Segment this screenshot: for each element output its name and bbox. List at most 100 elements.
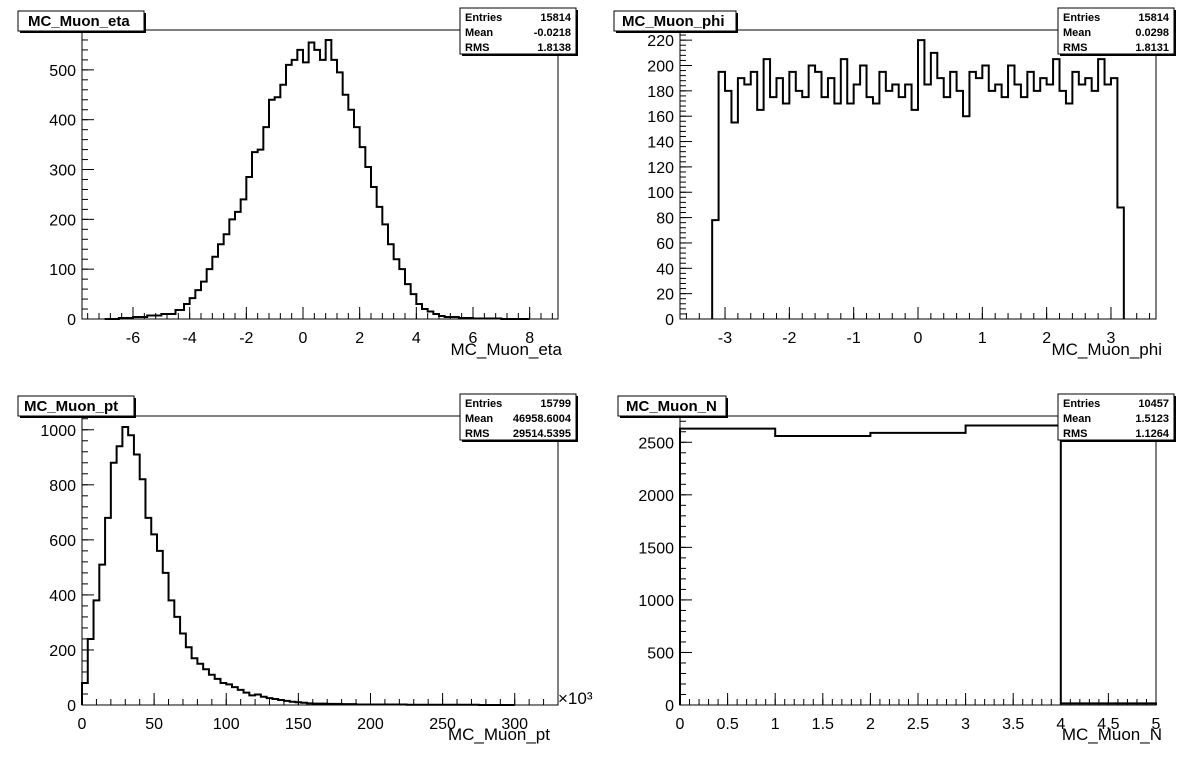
y-tick-label: 80 bbox=[656, 211, 674, 228]
y-tick-label: 0 bbox=[67, 698, 76, 715]
x-tick-label: 1 bbox=[978, 330, 987, 347]
x-tick-label: 0 bbox=[914, 330, 923, 347]
x-tick-label: 4 bbox=[412, 330, 421, 347]
y-axis-ticks: 0 20 40 60 80 100 120 140 160 180 200 220 bbox=[647, 29, 692, 329]
x-tick-label: 5 bbox=[1152, 716, 1161, 733]
title-box: MC_Muon_pt bbox=[17, 395, 136, 418]
x-tick-label: 4 bbox=[1056, 716, 1065, 733]
stats-label: RMS bbox=[1063, 42, 1087, 54]
title-box: MC_Muon_eta bbox=[17, 10, 146, 33]
stats-label: RMS bbox=[1063, 428, 1087, 440]
chart-title: MC_Muon_phi bbox=[622, 13, 725, 30]
histogram-line bbox=[104, 38, 530, 320]
x-axis-ticks: -6 -4 -2 0 2 4 6 8 bbox=[87, 307, 553, 347]
x-axis-title: MC_Muon_eta bbox=[450, 340, 562, 359]
stats-label: RMS bbox=[465, 428, 489, 440]
y-tick-label: 200 bbox=[49, 212, 76, 229]
stats-value: 1.8131 bbox=[1135, 42, 1169, 54]
x-tick-label: -2 bbox=[239, 330, 253, 347]
x-tick-label: 300 bbox=[501, 716, 528, 733]
x-tick-label: 3 bbox=[1107, 330, 1116, 347]
x-tick-label: 100 bbox=[213, 716, 240, 733]
x-tick-label: -3 bbox=[718, 330, 732, 347]
x-tick-label: 1 bbox=[771, 716, 780, 733]
y-tick-label: 180 bbox=[647, 84, 674, 101]
y-tick-label: 100 bbox=[647, 185, 674, 202]
stats-box: Entries 10457 Mean 1.5123 RMS 1.1264 bbox=[1057, 393, 1176, 442]
y-tick-label: 300 bbox=[49, 163, 76, 180]
x-tick-label: 4.5 bbox=[1097, 716, 1119, 733]
x-tick-label: 8 bbox=[525, 330, 534, 347]
x-axis-ticks: 0 50 100 150 200 250 300 bbox=[78, 693, 559, 733]
x-axis-title: MC_Muon_N bbox=[1062, 725, 1162, 744]
x-tick-label: 2 bbox=[1042, 330, 1051, 347]
pad-mc-muon-eta: 0 100 200 300 400 500 -6 -4 -2 0 2 4 6 8 MC_Muon_eta… bbox=[17, 7, 578, 359]
chart-title: MC_Muon_eta bbox=[28, 13, 130, 30]
y-tick-label: 2000 bbox=[638, 488, 674, 505]
x-tick-label: 0 bbox=[299, 330, 308, 347]
y-tick-label: 60 bbox=[656, 236, 674, 253]
y-tick-label: 160 bbox=[647, 109, 674, 126]
y-tick-label: 100 bbox=[49, 262, 76, 279]
y-tick-label: 1500 bbox=[638, 540, 674, 557]
histogram-line bbox=[711, 39, 1125, 319]
stats-value: 29514.5395 bbox=[513, 428, 571, 440]
y-tick-label: 500 bbox=[647, 645, 674, 662]
x-tick-label: 250 bbox=[429, 716, 456, 733]
stats-box: Entries 15799 Mean 46958.6004 RMS 29514.5395 bbox=[459, 393, 578, 442]
chart-title: MC_Muon_pt bbox=[24, 398, 118, 415]
y-tick-label: 800 bbox=[49, 478, 76, 495]
histogram-line bbox=[81, 426, 515, 706]
pad-mc-muon-pt: 0 200 400 600 800 1000 0 50 100 150 200 250 300 MC_… bbox=[17, 393, 593, 744]
y-tick-label: 1000 bbox=[40, 423, 76, 440]
x-tick-label: 1.5 bbox=[812, 716, 834, 733]
plot-frame bbox=[81, 29, 559, 320]
stats-value: 10457 bbox=[1138, 398, 1169, 410]
x-tick-label: 0 bbox=[78, 716, 87, 733]
y-tick-label: 0 bbox=[665, 698, 674, 715]
x-axis-title: MC_Muon_phi bbox=[1051, 340, 1162, 359]
histogram-line bbox=[679, 424, 1157, 705]
stats-box: Entries 15814 Mean 0.0298 RMS 1.8131 bbox=[1057, 7, 1176, 56]
stats-value: 1.1264 bbox=[1135, 428, 1170, 440]
y-tick-label: 0 bbox=[665, 312, 674, 329]
plot-frame bbox=[81, 415, 559, 706]
x-tick-label: 3.5 bbox=[1002, 716, 1024, 733]
stats-label: Entries bbox=[1063, 12, 1100, 24]
y-tick-label: 1000 bbox=[638, 593, 674, 610]
y-axis-ticks: 0 500 1000 1500 2000 2500 bbox=[638, 420, 692, 715]
x-tick-label: -4 bbox=[183, 330, 197, 347]
x-tick-label: 150 bbox=[285, 716, 312, 733]
stats-value: 1.8138 bbox=[537, 42, 571, 54]
y-tick-label: 600 bbox=[49, 533, 76, 550]
title-box: MC_Muon_phi bbox=[613, 10, 738, 33]
y-tick-label: 0 bbox=[67, 312, 76, 329]
stats-label: Entries bbox=[465, 398, 502, 410]
x-tick-label: 2.5 bbox=[907, 716, 929, 733]
x-tick-label: 0 bbox=[676, 716, 685, 733]
stats-box: Entries 15814 Mean -0.0218 RMS 1.8138 bbox=[459, 7, 578, 56]
stats-label: Mean bbox=[465, 27, 493, 39]
y-tick-label: 500 bbox=[49, 63, 76, 80]
stats-value: 15814 bbox=[540, 12, 571, 24]
x-tick-label: 3 bbox=[961, 716, 970, 733]
x-tick-label: 0.5 bbox=[716, 716, 738, 733]
pad-mc-muon-phi: 0 20 40 60 80 100 120 140 160 180 200 220 -3 -2 -1 0 1 2… bbox=[613, 7, 1176, 359]
stats-value: 15814 bbox=[1138, 12, 1169, 24]
x-tick-label: 200 bbox=[357, 716, 384, 733]
x-tick-label: -6 bbox=[126, 330, 140, 347]
stats-value: -0.0218 bbox=[534, 27, 571, 39]
stats-label: Entries bbox=[465, 12, 502, 24]
stats-value: 15799 bbox=[540, 398, 571, 410]
y-axis-ticks: 0 200 400 600 800 1000 bbox=[40, 418, 94, 715]
pad-mc-muon-n: 0 500 1000 1500 2000 2500 0 0.5 1 1.5 2 2.5 3 3.5 4 4.… bbox=[617, 393, 1176, 744]
y-tick-label: 20 bbox=[656, 287, 674, 304]
stats-value: 46958.6004 bbox=[513, 413, 572, 425]
plot-frame bbox=[679, 415, 1157, 706]
y-tick-label: 120 bbox=[647, 160, 674, 177]
x-tick-label: 2 bbox=[866, 716, 875, 733]
x-tick-label: -2 bbox=[782, 330, 796, 347]
y-tick-label: 400 bbox=[49, 113, 76, 130]
title-box: MC_Muon_N bbox=[617, 395, 728, 418]
